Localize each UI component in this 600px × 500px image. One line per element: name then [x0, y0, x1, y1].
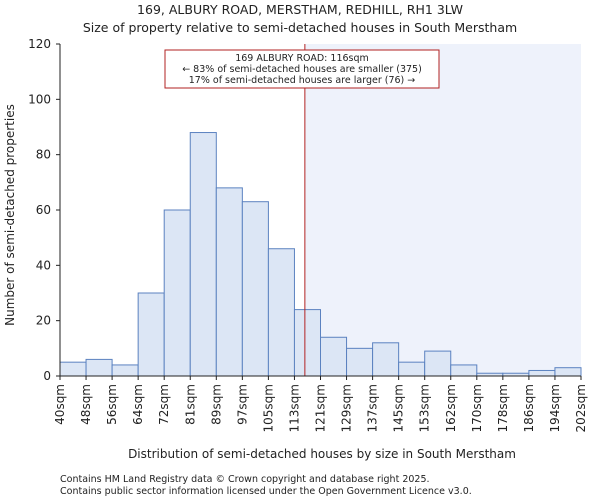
x-tick-label: 48sqm — [79, 384, 93, 425]
y-axis-label: Number of semi-detached properties — [3, 104, 17, 326]
x-tick-label: 202sqm — [574, 384, 588, 432]
annotation-frame — [164, 49, 440, 89]
x-tick-label: 121sqm — [314, 384, 328, 432]
x-tick-label: 64sqm — [131, 384, 145, 425]
x-tick-label: 194sqm — [548, 384, 562, 432]
y-tick-label: 20 — [36, 314, 51, 328]
x-tick-label: 40sqm — [53, 384, 67, 425]
x-tick-label: 153sqm — [418, 384, 432, 432]
x-tick-label: 89sqm — [209, 384, 223, 425]
x-tick-label: 105sqm — [261, 384, 275, 432]
x-tick-label: 145sqm — [392, 384, 406, 432]
y-tick-label: 40 — [36, 258, 51, 272]
footer-line-1: Contains HM Land Registry data © Crown c… — [60, 474, 430, 485]
x-tick-label: 97sqm — [235, 384, 249, 425]
histogram-bar — [293, 309, 322, 377]
annotation-line-3: 17% of semi-detached houses are larger (… — [189, 75, 416, 86]
x-axis-label: Distribution of semi-detached houses by … — [128, 447, 516, 461]
y-tick-label: 100 — [28, 92, 51, 106]
x-tick-label: 162sqm — [444, 384, 458, 432]
x-tick-label: 56sqm — [105, 384, 119, 425]
footer-line-2: Contains public sector information licen… — [60, 486, 472, 497]
histogram-bar — [111, 364, 139, 377]
histogram-bar — [85, 358, 113, 377]
x-tick-label: 129sqm — [340, 384, 354, 432]
histogram-bar — [372, 342, 400, 377]
histogram-bar — [137, 292, 165, 377]
histogram-bar — [528, 369, 556, 377]
y-tick-label: 120 — [28, 37, 51, 51]
histogram-bar — [189, 132, 217, 377]
histogram-bar — [554, 367, 582, 377]
y-tick-label: 0 — [43, 369, 51, 383]
chart-subtitle: Size of property relative to semi-detach… — [83, 20, 517, 35]
annotation-line-1: 169 ALBURY ROAD: 116sqm — [235, 53, 369, 64]
x-tick-label: 137sqm — [366, 384, 380, 432]
x-tick-label: 178sqm — [496, 384, 510, 432]
y-tick-label: 80 — [36, 148, 51, 162]
annotation-box: 169 ALBURY ROAD: 116sqm ← 83% of semi-de… — [164, 49, 440, 89]
y-tick-label: 60 — [36, 203, 51, 217]
larger-region-highlight — [304, 44, 581, 376]
chart-title: 169, ALBURY ROAD, MERSTHAM, REDHILL, RH1… — [137, 2, 463, 17]
histogram-bar — [59, 361, 87, 377]
x-tick-label: 170sqm — [470, 384, 484, 432]
x-tick-label: 81sqm — [183, 384, 197, 425]
histogram-bar — [267, 248, 295, 377]
x-tick-label: 113sqm — [287, 384, 301, 432]
histogram-bar — [241, 201, 269, 377]
x-tick-label: 186sqm — [522, 384, 536, 432]
histogram-bar — [215, 187, 243, 377]
annotation-line-2: ← 83% of semi-detached houses are smalle… — [182, 64, 422, 75]
histogram-bar — [450, 364, 478, 377]
x-tick-label: 72sqm — [157, 384, 171, 425]
histogram-bar — [320, 336, 348, 377]
histogram-bar — [163, 209, 191, 377]
histogram-bar — [398, 361, 426, 377]
histogram-bar — [424, 350, 452, 377]
histogram-bar — [346, 347, 374, 377]
